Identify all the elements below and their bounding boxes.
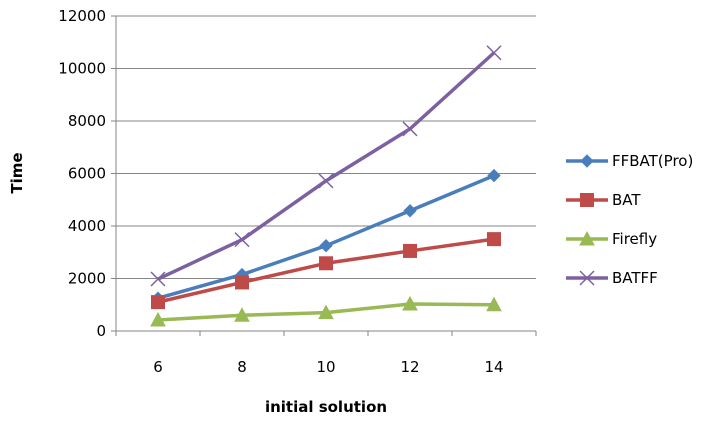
data-point (319, 256, 333, 271)
data-point (318, 173, 334, 189)
legend-item: BATFF (566, 269, 658, 287)
series-firefly (150, 295, 502, 327)
legend: FFBAT(Pro) BAT Firefly BATFF (566, 152, 693, 287)
data-point (319, 238, 333, 253)
data-point (234, 232, 250, 248)
x-tick-label: 8 (237, 358, 247, 376)
x-tick-label: 14 (484, 358, 503, 376)
legend-item: BAT (566, 191, 641, 209)
y-tick-label: 4000 (68, 217, 106, 235)
series-batff (150, 45, 502, 287)
data-point (318, 304, 334, 320)
y-tick-label: 2000 (68, 270, 106, 288)
y-tick-label: 8000 (68, 112, 106, 130)
series-line (157, 173, 495, 300)
y-tick-label: 6000 (68, 165, 106, 183)
legend-label: FFBAT(Pro) (612, 152, 693, 170)
legend-label: Firefly (612, 230, 657, 248)
series-bat (151, 232, 501, 310)
data-point (234, 307, 250, 322)
data-point (486, 296, 502, 312)
x-tick-label: 10 (316, 358, 335, 376)
series-group (150, 45, 502, 327)
data-point (403, 243, 417, 258)
data-point (487, 232, 501, 247)
data-point (235, 275, 249, 290)
y-tick-label: 10000 (58, 60, 106, 78)
data-point (403, 204, 417, 218)
data-point (150, 271, 166, 287)
y-tick-labels: 0 2000 4000 6000 8000 10000 12000 (58, 7, 106, 340)
y-axis-title: Time (8, 152, 26, 193)
legend-label: BATFF (612, 269, 658, 287)
legend-marker (579, 230, 595, 246)
y-tick-label: 12000 (58, 7, 106, 25)
series-ffbat-pro (151, 168, 501, 305)
data-point (150, 311, 166, 327)
x-tick-label: 12 (400, 358, 419, 376)
legend-item: Firefly (566, 230, 657, 248)
data-point (402, 295, 418, 311)
legend-marker (579, 270, 595, 286)
grid-lines (111, 15, 537, 336)
x-tick-label: 6 (153, 358, 163, 376)
legend-marker (580, 154, 594, 168)
x-axis-title: initial solution (265, 398, 387, 416)
legend-label: BAT (612, 191, 641, 209)
legend-marker (580, 193, 594, 207)
data-point (487, 168, 501, 183)
data-point (486, 45, 502, 61)
legend-item: FFBAT(Pro) (566, 152, 693, 170)
axes (115, 16, 536, 332)
y-tick-label: 0 (96, 322, 106, 340)
data-point (151, 295, 165, 310)
x-tick-labels: 6 8 10 12 14 (153, 358, 503, 376)
data-point (402, 121, 418, 137)
